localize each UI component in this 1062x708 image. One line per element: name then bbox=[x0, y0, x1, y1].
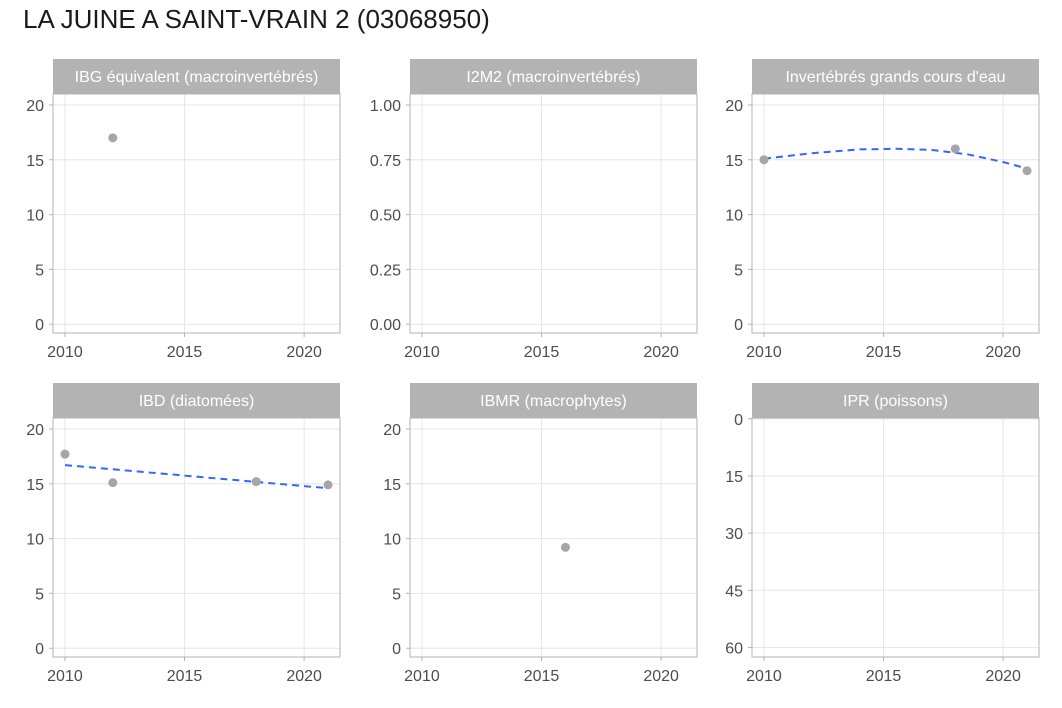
data-point bbox=[759, 155, 769, 165]
facet-strip bbox=[53, 59, 340, 94]
facet-title: I2M2 (macroinvertébrés) bbox=[466, 69, 640, 86]
facet-panel: IBD (diatomées) 0 5 10 15 20 2010 2015 2020 bbox=[26, 383, 341, 685]
y-tick-label: 0 bbox=[734, 317, 743, 334]
panel-border bbox=[751, 93, 1040, 334]
y-tick-label: 0.25 bbox=[370, 262, 401, 279]
facet-strip bbox=[410, 383, 697, 418]
x-tick-label: 2020 bbox=[286, 668, 322, 685]
y-tick-label: 20 bbox=[26, 422, 44, 439]
panel-border bbox=[52, 93, 341, 334]
y-tick-label: 20 bbox=[383, 422, 401, 439]
page-title: LA JUINE A SAINT-VRAIN 2 (03068950) bbox=[23, 4, 490, 34]
facet-strip bbox=[53, 383, 340, 418]
x-tick-label: 2015 bbox=[524, 344, 560, 361]
data-point bbox=[323, 480, 333, 490]
y-tick-label: 45 bbox=[725, 583, 743, 600]
facet-strip bbox=[752, 383, 1039, 418]
x-tick-label: 2015 bbox=[167, 344, 203, 361]
x-tick-label: 2010 bbox=[404, 344, 440, 361]
data-point bbox=[560, 542, 570, 552]
facet-panel: Invertébrés grands cours d'eau0510152020… bbox=[725, 59, 1040, 361]
y-tick-label: 5 bbox=[35, 262, 44, 279]
y-tick-label: 15 bbox=[725, 153, 743, 170]
x-tick-label: 2020 bbox=[985, 668, 1021, 685]
x-tick-label: 2020 bbox=[286, 344, 322, 361]
y-tick-label: 15 bbox=[26, 153, 44, 170]
y-tick-label: 0.50 bbox=[370, 208, 401, 225]
x-tick-label: 2010 bbox=[746, 668, 782, 685]
trend-line bbox=[763, 147, 1028, 170]
x-tick-label: 2015 bbox=[167, 668, 203, 685]
facet-panel: I2M2 (macroinvertébrés) 0.00 0.25 0.50 0.75 1… bbox=[370, 59, 698, 361]
facet-title: IBMR (macrophytes) bbox=[480, 393, 627, 410]
data-point bbox=[108, 133, 118, 143]
trend-line bbox=[64, 464, 329, 490]
y-tick-label: 10 bbox=[383, 532, 401, 549]
data-point bbox=[60, 449, 70, 459]
x-tick-label: 2020 bbox=[985, 344, 1021, 361]
data-point bbox=[950, 144, 960, 154]
y-tick-label: 60 bbox=[725, 640, 743, 657]
x-tick-label: 2010 bbox=[47, 344, 83, 361]
y-tick-label: 0.00 bbox=[370, 317, 401, 334]
y-tick-label: 10 bbox=[725, 208, 743, 225]
x-tick-label: 2010 bbox=[746, 344, 782, 361]
panel-border bbox=[751, 417, 1040, 658]
facet-panel: IBMR (macrophytes) 0 5 10 15 20 2010 2015 2020 bbox=[383, 383, 698, 685]
y-tick-label: 15 bbox=[26, 477, 44, 494]
panel-border bbox=[409, 93, 698, 334]
x-tick-label: 2020 bbox=[643, 344, 679, 361]
y-tick-label: 15 bbox=[383, 477, 401, 494]
y-tick-label: 20 bbox=[26, 98, 44, 115]
panel-border bbox=[52, 417, 341, 658]
y-tick-label: 30 bbox=[725, 526, 743, 543]
data-point bbox=[251, 477, 261, 487]
facet-strip bbox=[410, 59, 697, 94]
y-tick-label: 5 bbox=[734, 262, 743, 279]
facet-title: IBD (diatomées) bbox=[139, 393, 255, 410]
facet-title: IPR (poissons) bbox=[843, 393, 948, 410]
y-tick-label: 0 bbox=[35, 641, 44, 658]
y-tick-label: 15 bbox=[725, 469, 743, 486]
panel-border bbox=[409, 417, 698, 658]
facet-strip bbox=[752, 59, 1039, 94]
data-point bbox=[108, 478, 118, 488]
x-tick-label: 2020 bbox=[643, 668, 679, 685]
facet-panel: IBG équivalent (macroinvertébrés) 0 5 10 15 2… bbox=[26, 59, 341, 361]
y-tick-label: 5 bbox=[35, 586, 44, 603]
y-tick-label: 1.00 bbox=[370, 98, 401, 115]
y-tick-label: 0 bbox=[392, 641, 401, 658]
x-tick-label: 2015 bbox=[524, 668, 560, 685]
x-tick-label: 2015 bbox=[866, 344, 902, 361]
y-tick-label: 0 bbox=[35, 317, 44, 334]
x-tick-label: 2010 bbox=[404, 668, 440, 685]
x-tick-label: 2010 bbox=[47, 668, 83, 685]
y-tick-label: 5 bbox=[392, 586, 401, 603]
data-point bbox=[1022, 166, 1032, 176]
y-tick-label: 10 bbox=[26, 208, 44, 225]
x-tick-label: 2015 bbox=[866, 668, 902, 685]
y-tick-label: 0.75 bbox=[370, 153, 401, 170]
y-tick-label: 0 bbox=[734, 412, 743, 429]
y-tick-label: 10 bbox=[26, 532, 44, 549]
facet-title: Invertébrés grands cours d'eau bbox=[785, 69, 1005, 86]
facet-title: IBG équivalent (macroinvertébrés) bbox=[75, 69, 319, 86]
y-tick-label: 20 bbox=[725, 98, 743, 115]
